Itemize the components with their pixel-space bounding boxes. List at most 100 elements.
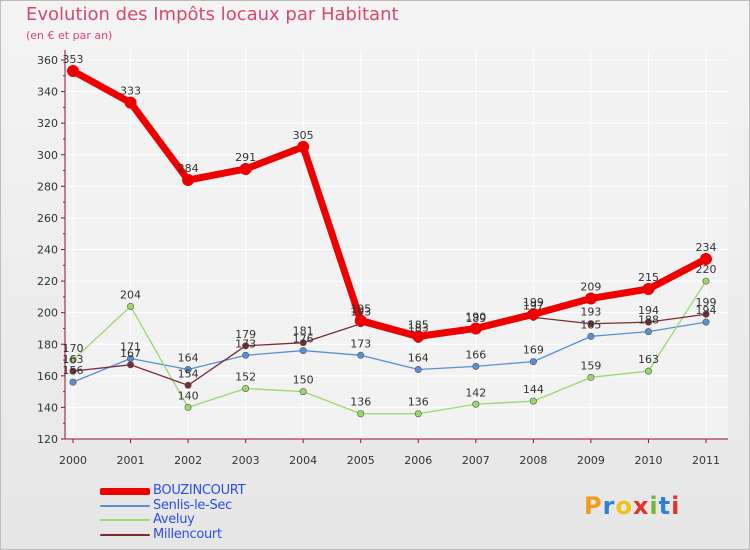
data-label-millencourt: 179	[235, 328, 256, 341]
data-point-senlis-le-sec	[587, 332, 595, 340]
data-point-aveluy	[69, 356, 77, 364]
logo-letter: x	[632, 492, 650, 520]
data-point-bouzincourt	[182, 174, 195, 187]
data-label-aveluy: 150	[293, 374, 314, 387]
data-point-bouzincourt	[469, 322, 482, 335]
data-point-senlis-le-sec	[414, 366, 422, 374]
series-aveluy	[69, 277, 710, 418]
logo-letter: o	[615, 492, 633, 520]
data-point-bouzincourt	[700, 252, 712, 265]
data-point-aveluy	[242, 384, 250, 392]
data-label-senlis-le-sec: 185	[580, 318, 601, 331]
x-tick-label: 2008	[519, 454, 547, 467]
legend-swatch	[100, 519, 150, 521]
data-point-millencourt	[184, 381, 192, 389]
x-tick-label: 2000	[59, 454, 87, 467]
data-label-millencourt: 189	[465, 312, 486, 325]
y-tick-label: 280	[37, 180, 58, 193]
x-tick-label: 2006	[404, 454, 432, 467]
series-senlis-le-sec	[69, 318, 710, 386]
logo-letter: i	[649, 492, 659, 520]
series-line-aveluy	[72, 280, 707, 415]
data-label-aveluy: 140	[178, 389, 199, 402]
chart-subtitle: (en € et par an)	[26, 29, 113, 42]
logo-letter: P	[584, 492, 603, 520]
data-point-millencourt	[242, 342, 250, 350]
data-label-aveluy: 204	[120, 288, 141, 301]
logo-letter: i	[671, 492, 681, 520]
data-label-senlis-le-sec: 169	[523, 344, 544, 357]
legend-label: Senlis-le-Sec	[153, 497, 232, 513]
plot-area	[65, 50, 728, 439]
y-tick-label: 360	[37, 54, 58, 67]
y-tick-label: 200	[37, 307, 58, 320]
data-label-millencourt: 199	[696, 296, 717, 309]
data-point-bouzincourt	[124, 96, 137, 109]
data-label-bouzincourt: 333	[120, 85, 141, 98]
data-point-aveluy	[414, 410, 422, 418]
data-point-senlis-le-sec	[242, 351, 250, 359]
data-label-senlis-le-sec: 188	[638, 314, 659, 327]
data-label-millencourt: 193	[350, 306, 371, 319]
data-point-aveluy	[529, 397, 537, 405]
data-point-senlis-le-sec	[69, 378, 77, 386]
y-tick-label: 320	[37, 117, 58, 130]
data-point-senlis-le-sec	[357, 351, 365, 359]
data-point-bouzincourt	[527, 308, 540, 321]
data-label-bouzincourt: 291	[235, 151, 256, 164]
y-tick-label: 160	[37, 370, 58, 383]
data-point-millencourt	[702, 310, 710, 318]
data-label-millencourt: 183	[408, 322, 429, 335]
y-tick-label: 220	[37, 275, 58, 288]
data-label-senlis-le-sec: 164	[408, 352, 429, 365]
data-point-aveluy	[644, 367, 652, 375]
data-label-bouzincourt: 284	[178, 162, 199, 175]
x-tick-label: 2007	[462, 454, 490, 467]
data-point-senlis-le-sec	[184, 366, 192, 374]
data-point-bouzincourt	[642, 282, 655, 295]
series-bouzincourt	[67, 65, 712, 343]
data-point-aveluy	[472, 400, 480, 408]
data-label-aveluy: 144	[523, 383, 544, 396]
data-label-aveluy: 163	[638, 353, 659, 366]
data-point-bouzincourt	[412, 330, 425, 343]
data-label-aveluy: 159	[580, 359, 601, 372]
y-tick-label: 340	[37, 86, 58, 99]
data-label-millencourt: 154	[178, 367, 199, 380]
data-label-millencourt: 193	[580, 306, 601, 319]
data-label-bouzincourt: 305	[293, 129, 314, 142]
data-label-aveluy: 136	[350, 396, 371, 409]
data-point-senlis-le-sec	[644, 328, 652, 336]
y-tick-label: 260	[37, 212, 58, 225]
x-tick-label: 2011	[692, 454, 720, 467]
data-label-millencourt: 194	[638, 304, 659, 317]
y-tick-label: 140	[37, 401, 58, 414]
data-label-aveluy: 152	[235, 370, 256, 383]
y-tick-label: 180	[37, 338, 58, 351]
data-label-bouzincourt: 234	[696, 241, 717, 254]
data-point-millencourt	[69, 367, 77, 375]
logo-letter: t	[658, 492, 672, 520]
data-point-millencourt	[299, 339, 307, 347]
y-tick-label: 240	[37, 244, 58, 257]
data-point-millencourt	[587, 320, 595, 328]
x-tick-label: 2010	[634, 454, 662, 467]
legend-swatch	[100, 504, 150, 507]
data-point-bouzincourt	[354, 314, 367, 327]
data-label-aveluy: 170	[63, 342, 84, 355]
data-label-millencourt: 181	[293, 325, 314, 338]
data-point-aveluy	[127, 302, 135, 310]
x-tick-label: 2003	[232, 454, 260, 467]
data-point-senlis-le-sec	[529, 358, 537, 366]
x-tick-label: 2009	[577, 454, 605, 467]
data-label-millencourt: 163	[63, 353, 84, 366]
legend-swatch	[100, 533, 150, 536]
proxiti-logo: Proxiti	[584, 492, 680, 520]
data-label-bouzincourt: 209	[580, 280, 601, 293]
data-point-aveluy	[587, 373, 595, 381]
legend-swatch	[100, 488, 150, 495]
data-label-senlis-le-sec: 173	[235, 337, 256, 350]
data-point-millencourt	[644, 318, 652, 326]
data-label-millencourt: 197	[523, 299, 544, 312]
